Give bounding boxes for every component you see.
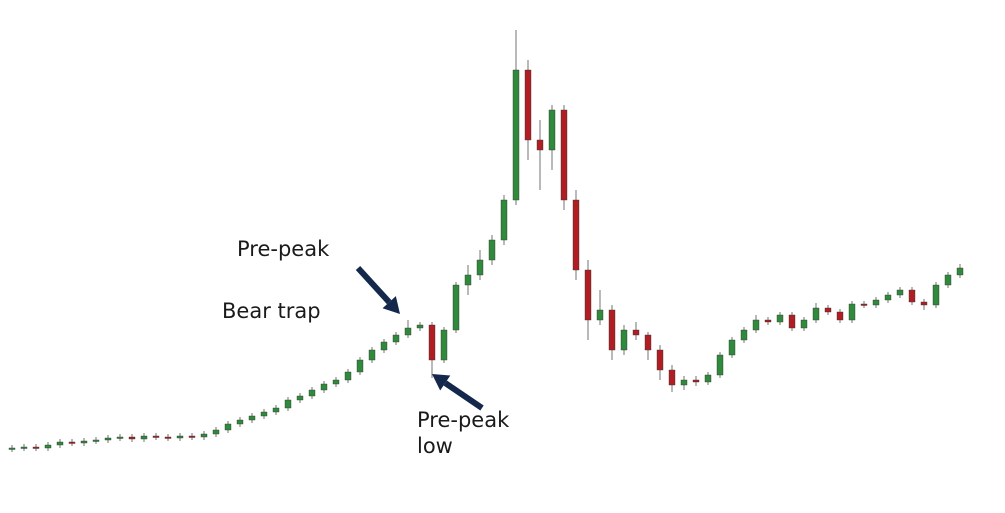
candle-body [956,267,964,276]
annotation: Pre-peak [237,237,330,261]
candle-body [524,69,532,141]
arrow-head [382,296,400,314]
candle-body [884,294,892,301]
candle-body [104,437,112,441]
candle-body [392,334,400,343]
candle-body [764,319,772,323]
candle-body [332,379,340,385]
candle-body [680,379,688,386]
candle-body [440,329,448,361]
candle-body [92,439,100,442]
candle-body [296,395,304,401]
candle-body [260,411,268,417]
candle-body [248,415,256,421]
candle-body [848,303,856,321]
candle-body [428,324,436,361]
candle-body [788,314,796,329]
candle-body [416,324,424,329]
candle-body [188,435,196,438]
candle-body [476,259,484,276]
candle-body [404,327,412,336]
candle-body [776,314,784,323]
candle-body [8,447,16,450]
candle-body [164,436,172,439]
candle-body [728,339,736,356]
candle-body [308,389,316,397]
candle-body [344,371,352,381]
candle-body [872,299,880,306]
candle-body [644,334,652,351]
candle-body [140,435,148,440]
candle-body [452,284,460,331]
candle-body [632,329,640,336]
candle-body [152,435,160,438]
candle-body [368,349,376,361]
candle-body [548,109,556,151]
candle-body [176,435,184,439]
candle-body [284,399,292,409]
candle-body [860,303,868,306]
candle-body [44,444,52,449]
candle-body [752,319,760,331]
arrow-shaft [355,265,392,305]
candle-body [128,436,136,440]
candle-body [668,369,676,386]
candle-body [812,307,820,321]
candle-body [944,274,952,286]
candle-body [536,139,544,151]
candle-body [500,199,508,241]
candle-body [896,289,904,296]
candle-body [488,239,496,261]
candle-body [32,446,40,449]
candle-body [836,311,844,321]
candle-body [224,423,232,431]
candle-body [608,309,616,351]
arrow-shaft [443,380,484,411]
candle-body [908,289,916,303]
candle-body [236,419,244,425]
candle-body [212,429,220,435]
candle-body [584,269,592,321]
candle-body [380,341,388,351]
candle-body [716,354,724,376]
annotation: Pre-peak [417,408,510,432]
candle-body [932,284,940,306]
candle-body [704,374,712,383]
candle-body [800,319,808,329]
candle-body [68,441,76,444]
annotation: Bear trap [222,299,321,323]
arrow-head [432,374,451,391]
candle-body [80,440,88,444]
candle-body [56,441,64,446]
candle-body [116,436,124,439]
candle-body [824,307,832,313]
annotation: low [417,434,453,458]
candle-body [572,199,580,271]
candle-body [320,383,328,391]
candle-body [692,379,700,383]
candle-body [200,433,208,438]
candle-body [20,446,28,449]
candle-body [356,359,364,373]
candle-body [656,349,664,371]
candle-body [512,69,520,201]
candle-body [920,301,928,306]
candle-body [464,274,472,286]
candle-body [740,329,748,341]
candle-body [560,109,568,201]
candle-body [620,329,628,351]
candle-body [596,309,604,321]
candle-body [272,407,280,413]
